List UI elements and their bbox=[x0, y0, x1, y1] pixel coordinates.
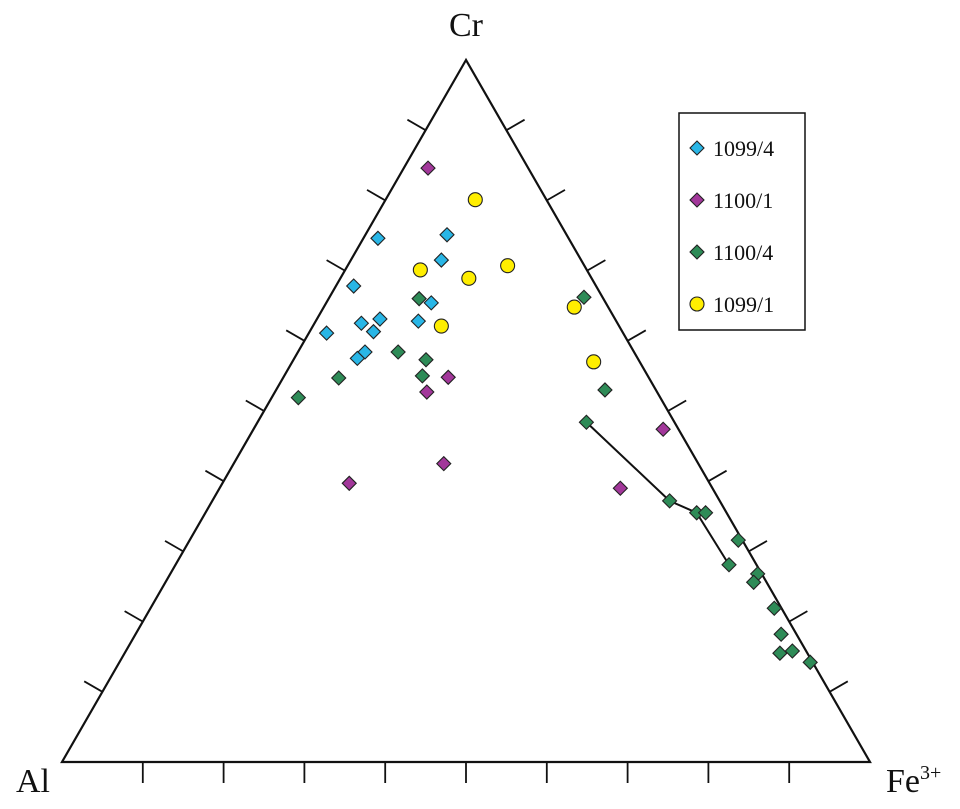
data-point-1100-4 bbox=[802, 654, 818, 671]
legend-label: 1100/1 bbox=[713, 188, 773, 213]
tick-mark bbox=[829, 680, 849, 693]
data-point-1099-4 bbox=[423, 295, 440, 311]
data-point-1099-1 bbox=[586, 354, 602, 370]
triangle-frame bbox=[60, 57, 872, 764]
data-point-1100-4 bbox=[290, 389, 307, 406]
data-point-1100-1 bbox=[420, 160, 436, 176]
legend-label: 1099/4 bbox=[713, 136, 774, 161]
tick-mark bbox=[366, 189, 386, 202]
tick-mark bbox=[245, 399, 265, 412]
data-point-1099-4 bbox=[345, 278, 362, 294]
data-point-1099-1 bbox=[433, 318, 449, 334]
data-point-1099-4 bbox=[318, 325, 335, 341]
data-point-1099-1 bbox=[461, 270, 477, 286]
data-point-1100-4 bbox=[597, 382, 613, 398]
legend-label: 1099/1 bbox=[713, 292, 774, 317]
data-point-1100-4 bbox=[661, 493, 678, 509]
legend-marker-1100-1 bbox=[689, 192, 705, 208]
data-point-1100-4 bbox=[390, 344, 406, 360]
tick-mark bbox=[788, 610, 808, 623]
data-point-1100-4 bbox=[730, 532, 747, 548]
data-point-1099-4 bbox=[433, 252, 450, 268]
data-point-1100-4 bbox=[576, 289, 592, 306]
tick-mark bbox=[707, 469, 728, 482]
data-point-1100-1 bbox=[440, 369, 457, 386]
tick-mark bbox=[285, 329, 305, 342]
data-point-1099-4 bbox=[353, 315, 370, 332]
tick-mark bbox=[326, 259, 346, 272]
trend-line-1100-4 bbox=[585, 421, 730, 566]
data-point-1099-4 bbox=[349, 350, 366, 367]
data-point-1100-1 bbox=[612, 480, 629, 496]
data-point-1100-4 bbox=[745, 574, 762, 591]
tick-mark bbox=[627, 329, 647, 342]
data-point-1100-4 bbox=[772, 645, 788, 661]
data-point-1099-4 bbox=[410, 313, 427, 329]
tick-mark bbox=[505, 118, 526, 131]
data-point-1100-4 bbox=[578, 414, 595, 431]
data-point-1100-4 bbox=[766, 600, 783, 617]
vertex-label-fe3: Fe3+ bbox=[886, 762, 941, 800]
legend-label: 1100/4 bbox=[713, 240, 773, 265]
data-point-1100-4 bbox=[414, 368, 431, 384]
tick-mark bbox=[204, 469, 225, 482]
data-point-1100-1 bbox=[419, 384, 435, 400]
data-point-1100-4 bbox=[697, 505, 714, 521]
data-point-1099-4 bbox=[370, 230, 386, 247]
legend-marker-1099-4 bbox=[689, 140, 705, 156]
data-point-1099-4 bbox=[365, 323, 382, 340]
tick-mark bbox=[546, 189, 566, 202]
tick-marks bbox=[83, 118, 849, 783]
legend: 1099/4 1100/1 1100/4 1099/1 bbox=[678, 112, 806, 331]
data-point-1099-1 bbox=[467, 192, 483, 208]
data-point-1099-1 bbox=[566, 299, 582, 315]
tick-mark bbox=[586, 259, 606, 272]
vertex-label-al: Al bbox=[16, 763, 50, 800]
legend-marker-1100-4 bbox=[689, 244, 705, 260]
tick-mark bbox=[667, 399, 687, 412]
data-point-1099-4 bbox=[372, 311, 388, 327]
tick-mark bbox=[124, 610, 144, 623]
data-point-1100-1 bbox=[341, 475, 358, 492]
vertex-label-cr: Cr bbox=[449, 7, 484, 44]
data-point-1100-4 bbox=[721, 556, 737, 573]
data-point-1100-4 bbox=[784, 643, 801, 659]
data-point-1099-1 bbox=[412, 262, 428, 278]
data-point-1099-4 bbox=[439, 227, 455, 243]
data-point-1100-4 bbox=[330, 370, 347, 386]
tick-mark bbox=[406, 118, 427, 131]
data-point-1100-4 bbox=[411, 290, 427, 307]
vertex-label-fe: Fe bbox=[886, 763, 920, 800]
data-point-1100-4 bbox=[773, 626, 789, 643]
data-point-1100-4 bbox=[418, 351, 434, 368]
legend-marker-1099-1 bbox=[689, 296, 705, 312]
vertex-label-fe-superscript: 3+ bbox=[920, 762, 941, 784]
tick-mark bbox=[83, 680, 103, 693]
data-points bbox=[290, 160, 818, 671]
data-point-1100-1 bbox=[655, 421, 671, 438]
tick-mark bbox=[164, 540, 184, 553]
tick-mark bbox=[748, 540, 768, 553]
data-point-1099-1 bbox=[500, 258, 516, 274]
data-point-1100-1 bbox=[436, 455, 452, 472]
